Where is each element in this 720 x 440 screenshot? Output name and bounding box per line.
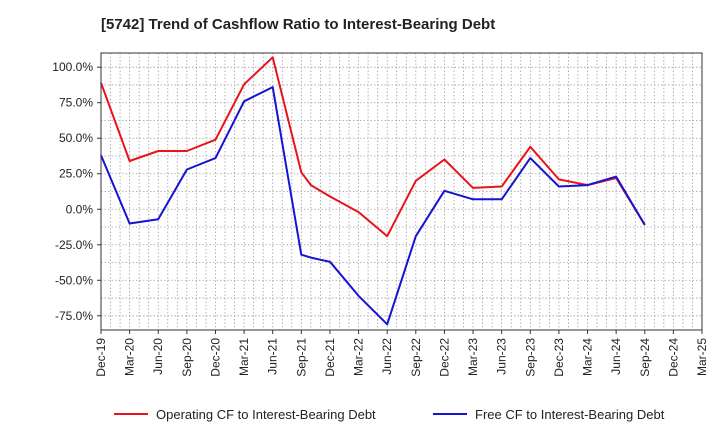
plot-area: [101, 53, 702, 330]
y-tick-label: -25.0%: [55, 238, 93, 252]
x-tick-label: Sep-21: [294, 338, 308, 377]
x-tick-label: Dec-21: [323, 338, 337, 377]
x-tick-label: Mar-22: [352, 338, 366, 376]
plot-background: [101, 53, 702, 330]
x-tick-label: Sep-23: [523, 338, 537, 377]
x-tick-label: Dec-19: [94, 338, 108, 377]
x-tick-label: Jun-24: [609, 338, 623, 375]
y-tick-label: 100.0%: [52, 60, 93, 74]
x-tick-label: Jun-23: [495, 338, 509, 375]
y-tick-label: 50.0%: [59, 131, 93, 145]
grid-horizontal: [101, 66, 702, 317]
y-axis-tick-labels: 100.0% 75.0% 50.0% 25.0% 0.0% -25.0% -50.0% -75…: [52, 60, 101, 323]
legend-label-0: Operating CF to Interest-Bearing Debt: [156, 407, 376, 422]
x-tick-label: Jun-21: [266, 338, 280, 375]
y-tick-label: -75.0%: [55, 309, 93, 323]
x-tick-label: Dec-23: [552, 338, 566, 377]
y-tick-label: 25.0%: [59, 167, 93, 181]
x-tick-label: Dec-24: [666, 338, 680, 377]
plot-border: [100, 52, 703, 331]
x-tick-label: Mar-23: [466, 338, 480, 376]
x-tick-label: Sep-22: [409, 338, 423, 377]
plot-frame: [100, 52, 703, 331]
x-tick-label: Dec-20: [208, 338, 222, 377]
series-line-0: [100, 56, 646, 238]
series-lines: [100, 56, 646, 326]
x-tick-label: Jun-20: [151, 338, 165, 375]
x-tick-label: Jun-22: [380, 338, 394, 375]
x-tick-label: Sep-24: [638, 338, 652, 377]
chart-title: [5742] Trend of Cashflow Ratio to Intere…: [101, 16, 496, 33]
y-tick-label: 0.0%: [66, 202, 94, 216]
x-tick-label: Mar-25: [695, 338, 709, 376]
y-tick-label: -50.0%: [55, 273, 93, 287]
legend-label-1: Free CF to Interest-Bearing Debt: [475, 407, 665, 422]
y-tick-label: 75.0%: [59, 96, 93, 110]
x-tick-label: Dec-22: [437, 338, 451, 377]
x-tick-label: Mar-20: [123, 338, 137, 376]
grid-vertical: [100, 53, 703, 330]
x-axis-tick-labels: Dec-19 Mar-20 Jun-20 Sep-20 Dec-20 Mar-21 Jun-…: [94, 330, 709, 377]
legend: Operating CF to Interest-Bearing Debt Fre…: [114, 407, 665, 422]
x-tick-label: Mar-24: [581, 338, 595, 376]
x-tick-label: Sep-20: [180, 338, 194, 377]
x-tick-label: Mar-21: [237, 338, 251, 376]
series-line-1: [100, 86, 646, 326]
